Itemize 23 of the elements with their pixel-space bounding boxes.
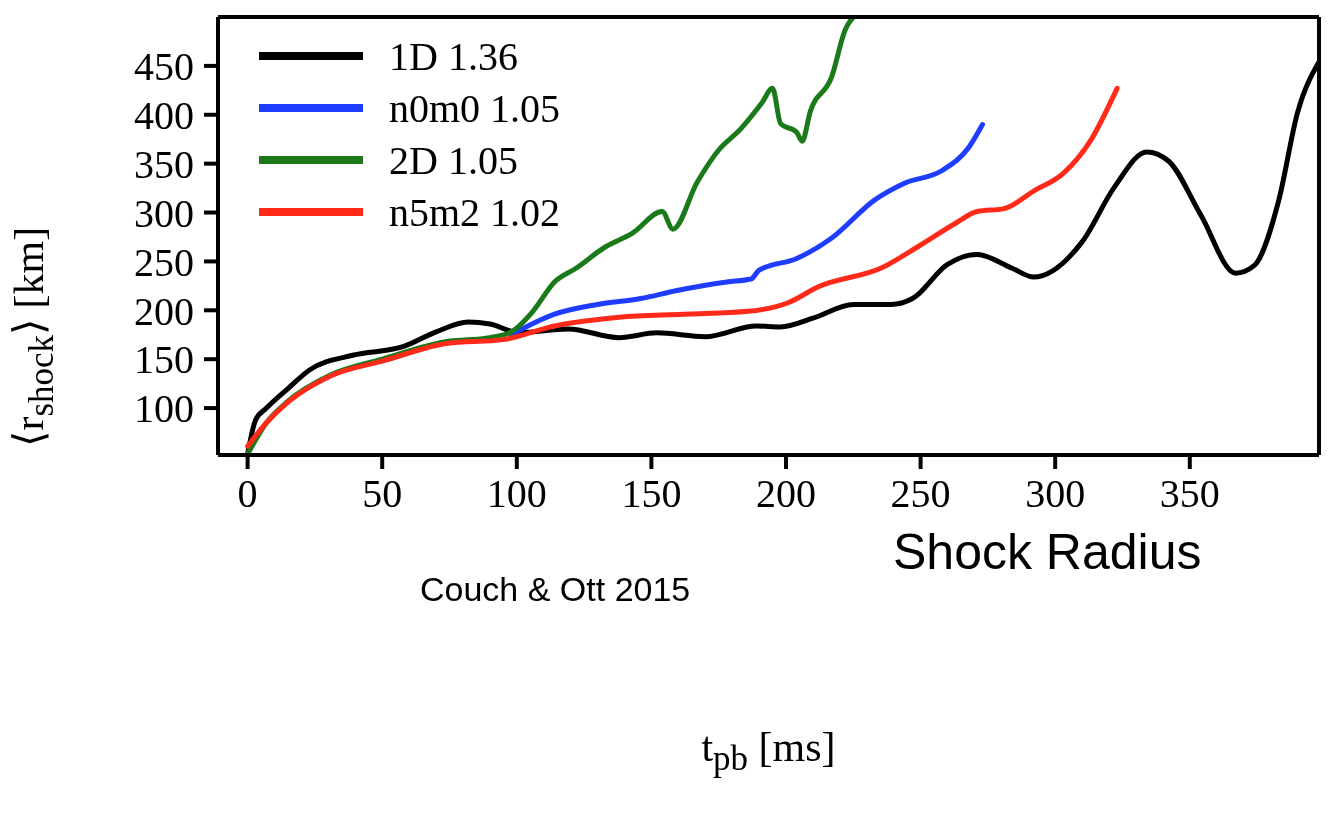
- y-tick-label: 150: [134, 337, 194, 383]
- y-tick-label: 100: [134, 386, 194, 432]
- y-tick-label: 200: [134, 288, 194, 334]
- x-axis-title: t$_{pb}$ [ms]: [700, 723, 837, 780]
- text: Shock Radius: [893, 523, 1202, 581]
- x-tick-label: 350: [1159, 471, 1220, 517]
- x-tick-label: 300: [1025, 471, 1086, 517]
- x-tick-label: 100: [486, 471, 547, 517]
- text: Couch & Ott 2015: [420, 570, 691, 609]
- legend-label: n0m0 1.05: [389, 84, 561, 132]
- legend-label: 2D 1.05: [389, 136, 518, 184]
- x-tick-label: 150: [621, 471, 682, 517]
- y-tick-label: 300: [134, 190, 194, 236]
- y-tick-label: 400: [134, 92, 194, 138]
- x-tick-label: 50: [362, 471, 403, 517]
- legend-label: 1D 1.36: [389, 32, 518, 80]
- legend-label: n5m2 1.02: [389, 188, 561, 236]
- x-tick-label: 250: [890, 471, 951, 517]
- y-tick-label: 450: [134, 44, 194, 90]
- y-tick-label: 350: [134, 141, 194, 187]
- x-tick-label: 200: [756, 471, 816, 517]
- x-tick-label: 0: [237, 471, 258, 517]
- y-tick-label: 250: [134, 239, 194, 285]
